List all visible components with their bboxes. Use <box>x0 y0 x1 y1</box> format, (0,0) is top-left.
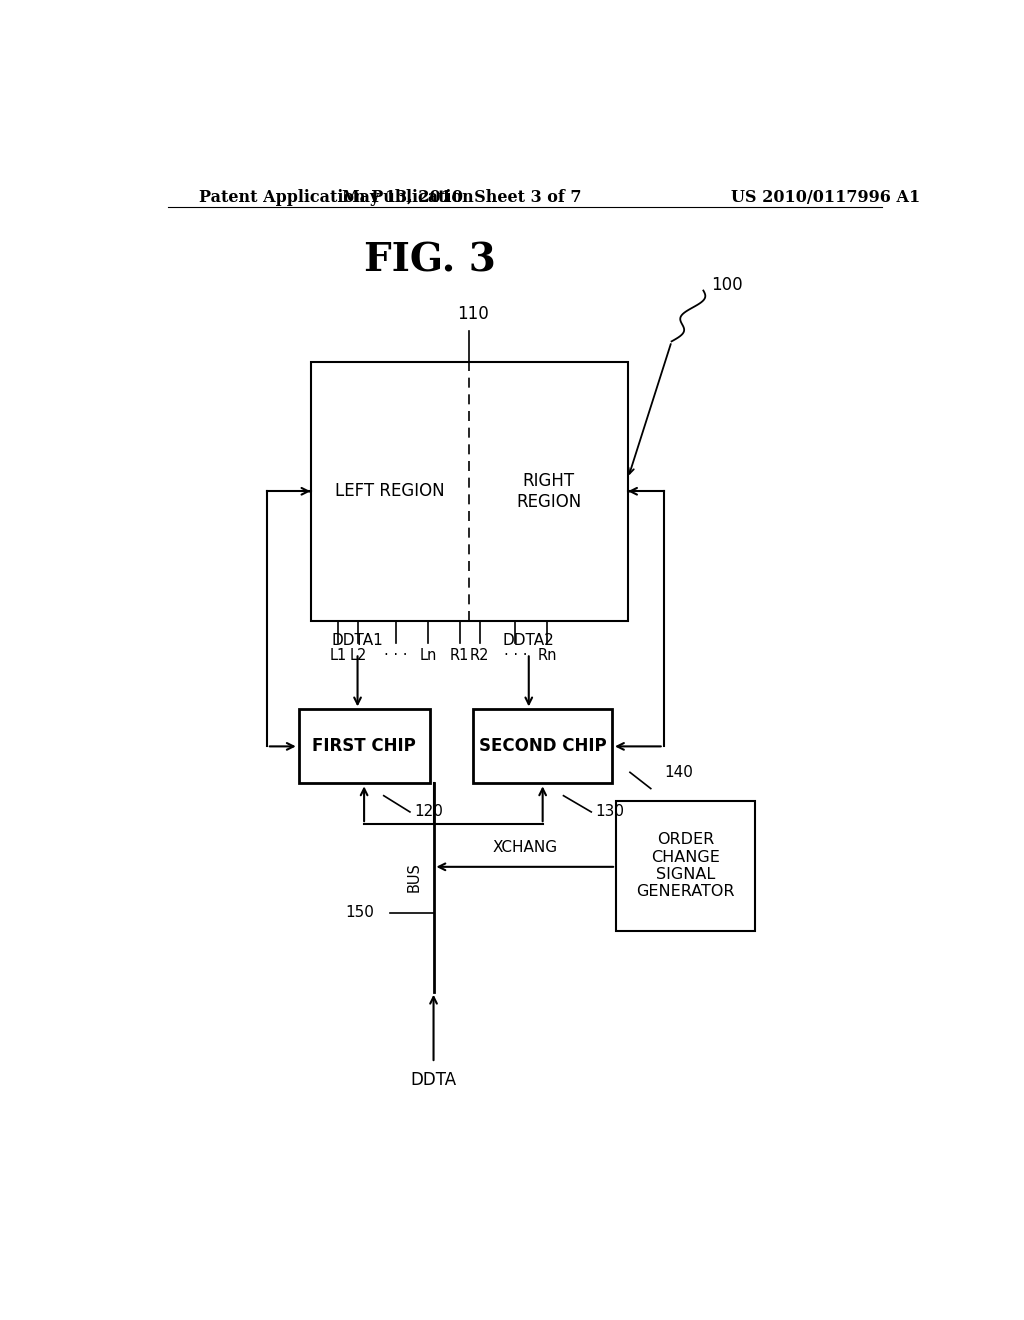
Text: 100: 100 <box>712 276 743 294</box>
Text: FIRST CHIP: FIRST CHIP <box>312 738 416 755</box>
Text: US 2010/0117996 A1: US 2010/0117996 A1 <box>731 189 921 206</box>
Text: BUS: BUS <box>407 862 421 892</box>
Text: 140: 140 <box>665 764 693 780</box>
Text: FIG. 3: FIG. 3 <box>364 242 496 279</box>
Bar <box>616 801 755 931</box>
Text: · · ·: · · · <box>504 648 527 664</box>
Text: DDTA2: DDTA2 <box>503 634 555 648</box>
Text: 150: 150 <box>345 906 374 920</box>
Text: May 13, 2010  Sheet 3 of 7: May 13, 2010 Sheet 3 of 7 <box>342 189 581 206</box>
Text: LEFT REGION: LEFT REGION <box>335 482 444 500</box>
Text: L1: L1 <box>330 648 347 664</box>
Text: Rn: Rn <box>538 648 557 664</box>
Bar <box>473 709 612 784</box>
Text: ORDER
CHANGE
SIGNAL
GENERATOR: ORDER CHANGE SIGNAL GENERATOR <box>636 832 735 899</box>
Text: R1: R1 <box>450 648 469 664</box>
Text: R2: R2 <box>470 648 489 664</box>
Text: 120: 120 <box>414 804 442 820</box>
Text: Patent Application Publication: Patent Application Publication <box>200 189 474 206</box>
Text: XCHANG: XCHANG <box>493 840 557 854</box>
Text: 110: 110 <box>458 305 489 323</box>
Text: · · ·: · · · <box>384 648 408 664</box>
Bar <box>299 709 430 784</box>
Text: SECOND CHIP: SECOND CHIP <box>479 738 606 755</box>
Text: DDTA1: DDTA1 <box>332 634 383 648</box>
Text: L2: L2 <box>349 648 367 664</box>
Text: DDTA: DDTA <box>411 1071 457 1089</box>
Text: 130: 130 <box>595 804 625 820</box>
Text: Ln: Ln <box>419 648 436 664</box>
Text: RIGHT
REGION: RIGHT REGION <box>516 471 582 511</box>
Bar <box>310 362 628 620</box>
